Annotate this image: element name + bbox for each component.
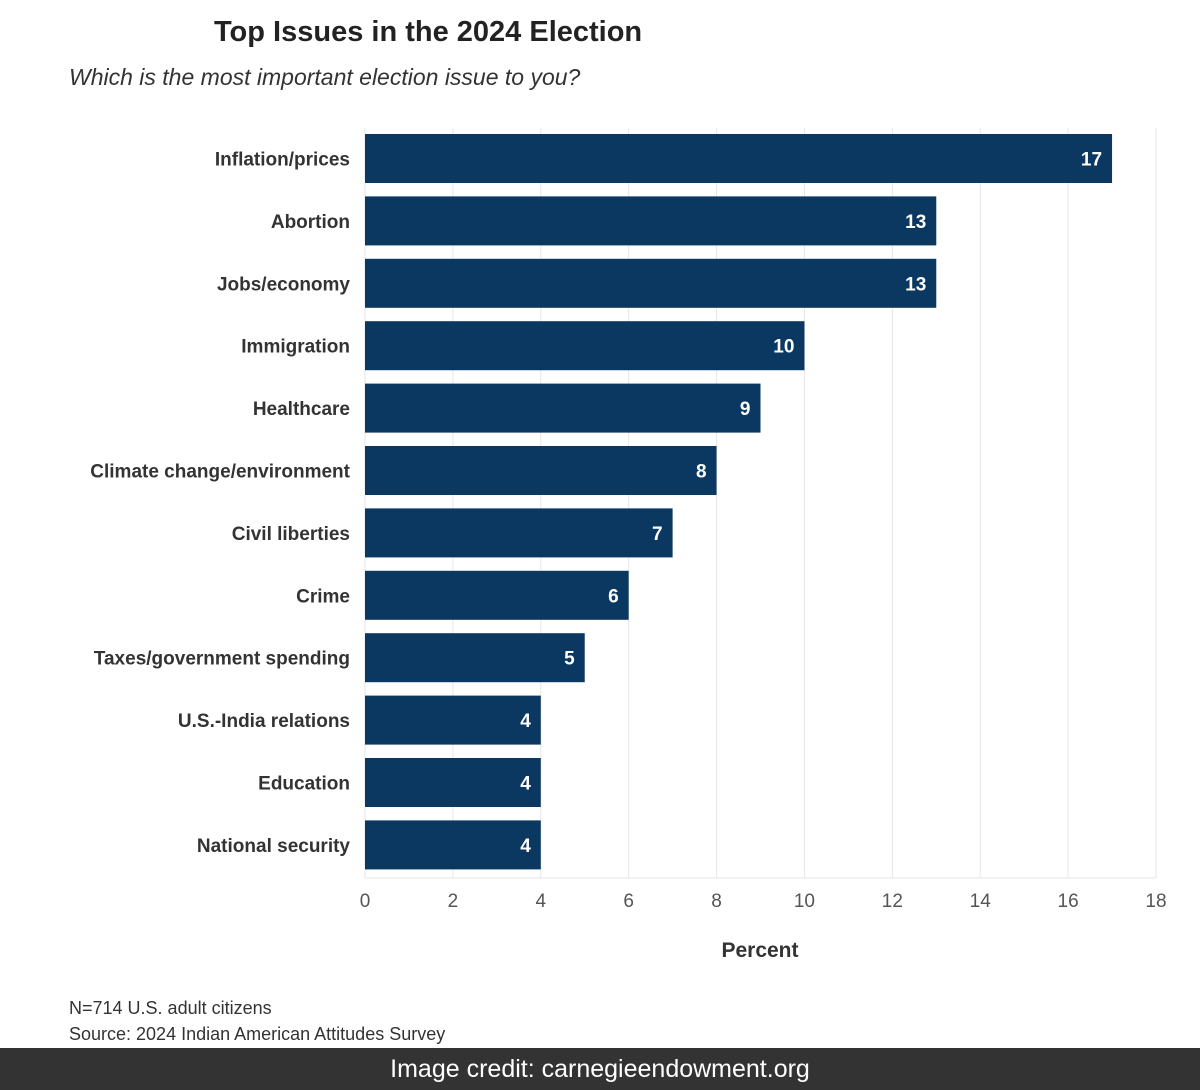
- bar: [365, 633, 585, 683]
- category-label: National security: [197, 836, 351, 857]
- value-label: 4: [520, 836, 531, 857]
- x-tick-label: 16: [1058, 891, 1079, 912]
- value-label: 17: [1081, 150, 1102, 171]
- x-tick-label: 18: [1145, 891, 1166, 912]
- category-label: Jobs/economy: [217, 274, 350, 295]
- category-labels: Inflation/prices Abortion Jobs/economy Immi…: [90, 150, 350, 857]
- x-axis-title: Percent: [721, 939, 798, 962]
- x-tick-label: 10: [794, 891, 815, 912]
- bar: [365, 446, 717, 495]
- category-label: Crime: [296, 586, 350, 607]
- bar: [365, 258, 937, 308]
- x-tick-label: 6: [623, 891, 634, 912]
- value-label: 10: [773, 337, 794, 358]
- x-tick-label: 8: [711, 891, 722, 912]
- bar-chart: Inflation/prices Abortion Jobs/economy Immi…: [90, 128, 1167, 962]
- bar: [365, 196, 937, 246]
- x-tick-label: 14: [970, 891, 992, 912]
- category-label: Education: [258, 774, 350, 795]
- value-label: 4: [520, 774, 531, 795]
- bar: [365, 570, 629, 620]
- bar: [365, 820, 541, 870]
- x-tick-label: 12: [882, 891, 903, 912]
- sample-note: N=714 U.S. adult citizens: [69, 998, 272, 1018]
- value-label: 9: [740, 399, 751, 420]
- category-label: U.S.-India relations: [178, 711, 350, 732]
- value-label: 8: [696, 462, 707, 483]
- x-tick-label: 0: [360, 891, 371, 912]
- chart-title: Top Issues in the 2024 Election: [214, 16, 643, 48]
- category-label: Climate change/environment: [90, 462, 350, 483]
- value-label: 7: [652, 524, 663, 545]
- category-label: Abortion: [271, 212, 350, 233]
- value-labels: 17 13 13 10 9 8 7 6 5 4 4 4: [520, 150, 1102, 857]
- bar: [365, 321, 805, 371]
- category-label: Inflation/prices: [215, 150, 350, 171]
- x-tick-label: 4: [535, 891, 546, 912]
- x-axis-ticks: 0 2 4 6 8 10 12 14 16 18: [360, 891, 1167, 912]
- category-label: Civil liberties: [232, 524, 350, 545]
- category-label: Taxes/government spending: [94, 649, 350, 670]
- bar: [365, 758, 541, 807]
- value-label: 13: [905, 274, 926, 295]
- value-label: 13: [905, 212, 926, 233]
- source-note: Source: 2024 Indian American Attitudes S…: [69, 1024, 446, 1044]
- image-credit: Image credit: carnegieendowment.org: [0, 1048, 1200, 1090]
- bars: [365, 134, 1113, 870]
- bar: [365, 695, 541, 745]
- category-label: Immigration: [241, 337, 350, 358]
- value-label: 6: [608, 586, 619, 607]
- category-label: Healthcare: [253, 399, 350, 420]
- value-label: 5: [564, 649, 575, 670]
- bar: [365, 383, 761, 433]
- bar: [365, 134, 1113, 183]
- bar: [365, 508, 673, 558]
- value-label: 4: [520, 711, 531, 732]
- chart-subtitle: Which is the most important election iss…: [69, 64, 581, 90]
- x-tick-label: 2: [448, 891, 459, 912]
- grid-lines: [364, 128, 1157, 879]
